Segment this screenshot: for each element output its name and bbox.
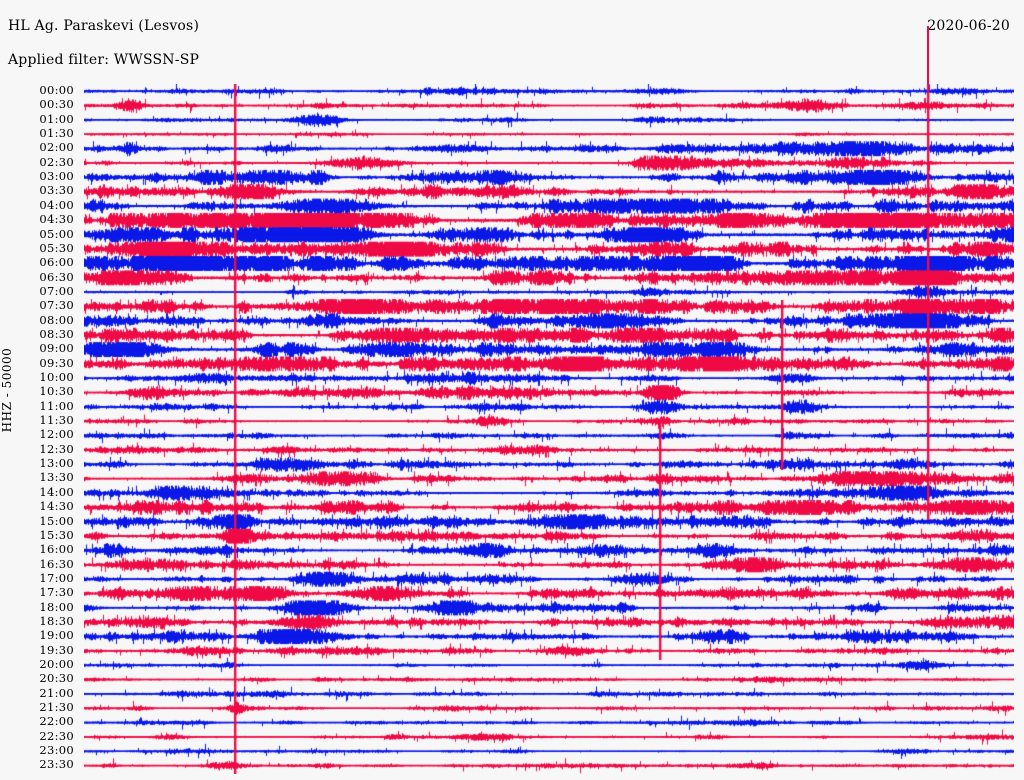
seismogram-traces: [84, 84, 1014, 774]
time-tick-2200: 22:00: [39, 714, 74, 729]
time-tick-1030: 10:30: [39, 384, 74, 399]
time-tick-0100: 01:00: [39, 111, 74, 126]
time-tick-2230: 22:30: [39, 728, 74, 743]
time-tick-1400: 14:00: [39, 484, 74, 499]
time-tick-0600: 06:00: [39, 255, 74, 270]
time-tick-0330: 03:30: [39, 183, 74, 198]
time-tick-1930: 19:30: [39, 642, 74, 657]
time-tick-1300: 13:00: [39, 456, 74, 471]
event-marker-3-header-segment: [927, 26, 929, 84]
time-tick-0030: 00:30: [39, 97, 74, 112]
applied-filter-label: Applied filter: WWSSN-SP: [8, 52, 200, 68]
time-tick-0930: 09:30: [39, 355, 74, 370]
time-tick-1630: 16:30: [39, 556, 74, 571]
time-tick-2030: 20:30: [39, 671, 74, 686]
station-title: HL Ag. Paraskevi (Lesvos): [8, 18, 200, 34]
time-tick-0730: 07:30: [39, 298, 74, 313]
time-tick-2000: 20:00: [39, 657, 74, 671]
time-tick-0900: 09:00: [39, 341, 74, 356]
helicorder-plot: [84, 84, 1014, 774]
time-tick-1500: 15:00: [39, 513, 74, 528]
time-tick-0230: 02:30: [39, 154, 74, 169]
time-tick-2100: 21:00: [39, 685, 74, 700]
time-tick-0530: 05:30: [39, 240, 74, 255]
time-tick-1000: 10:00: [39, 370, 74, 384]
time-tick-1200: 12:00: [39, 427, 74, 442]
time-tick-0430: 04:30: [39, 212, 74, 227]
time-tick-0200: 02:00: [39, 140, 74, 155]
time-tick-2330: 23:30: [39, 757, 74, 772]
time-tick-2130: 21:30: [39, 700, 74, 715]
time-tick-0300: 03:00: [39, 169, 74, 184]
time-axis: 00:00 00:30 01:00 01:30 02:00 02:30 03:00 03:30…: [0, 84, 80, 774]
time-tick-1530: 15:30: [39, 527, 74, 542]
time-tick-0700: 07:00: [39, 283, 74, 298]
time-tick-0500: 05:00: [39, 226, 74, 241]
time-tick-1100: 11:00: [39, 398, 74, 413]
time-tick-1600: 16:00: [39, 542, 74, 557]
date-label: 2020-06-20: [927, 18, 1010, 34]
time-tick-0830: 08:30: [39, 326, 74, 341]
time-tick-1430: 14:30: [39, 499, 74, 514]
time-tick-1330: 13:30: [39, 470, 74, 485]
time-tick-1230: 12:30: [39, 441, 74, 456]
time-tick-0400: 04:00: [39, 197, 74, 212]
time-tick-0130: 01:30: [39, 126, 74, 141]
time-tick-1730: 17:30: [39, 585, 74, 600]
time-tick-0800: 08:00: [39, 312, 74, 327]
time-tick-1900: 19:00: [39, 628, 74, 643]
time-tick-1800: 18:00: [39, 599, 74, 614]
time-tick-0630: 06:30: [39, 269, 74, 284]
time-tick-1700: 17:00: [39, 570, 74, 585]
time-tick-1130: 11:30: [39, 413, 74, 428]
time-tick-2300: 23:00: [39, 743, 74, 758]
time-tick-0000: 00:00: [39, 83, 74, 97]
time-tick-1830: 18:30: [39, 613, 74, 628]
